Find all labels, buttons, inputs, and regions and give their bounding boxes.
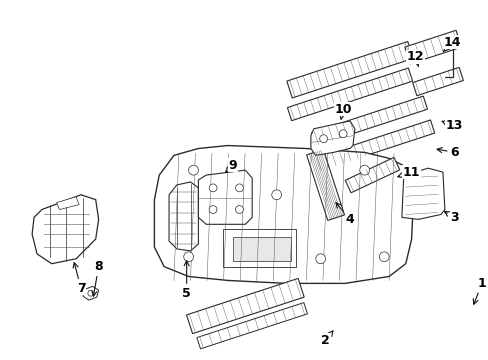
Circle shape [209, 184, 217, 192]
Text: 14: 14 [443, 36, 461, 51]
Text: 6: 6 [436, 146, 458, 159]
Circle shape [88, 290, 94, 296]
Polygon shape [186, 278, 304, 334]
Polygon shape [287, 68, 412, 121]
Text: 3: 3 [444, 211, 458, 224]
Polygon shape [314, 120, 434, 171]
Circle shape [235, 206, 243, 213]
Polygon shape [404, 30, 461, 64]
Polygon shape [198, 170, 252, 224]
Text: 5: 5 [182, 261, 191, 300]
Text: 7: 7 [73, 263, 85, 295]
Polygon shape [306, 149, 344, 220]
Polygon shape [83, 286, 99, 300]
Circle shape [379, 252, 388, 262]
Circle shape [209, 206, 217, 213]
Circle shape [271, 190, 281, 200]
Polygon shape [310, 121, 354, 156]
Text: 8: 8 [92, 260, 103, 296]
Text: 2: 2 [321, 331, 332, 347]
Circle shape [188, 165, 198, 175]
Polygon shape [197, 303, 307, 349]
Text: 10: 10 [334, 103, 351, 119]
Polygon shape [57, 197, 79, 210]
Polygon shape [154, 145, 413, 283]
Text: 1: 1 [472, 277, 486, 304]
Circle shape [235, 184, 243, 192]
Polygon shape [169, 182, 198, 251]
Circle shape [315, 254, 325, 264]
Polygon shape [401, 168, 444, 219]
Polygon shape [311, 96, 427, 146]
Text: 9: 9 [225, 159, 237, 172]
Polygon shape [223, 229, 296, 267]
Circle shape [339, 130, 346, 138]
Polygon shape [232, 237, 291, 261]
Polygon shape [286, 41, 412, 98]
Circle shape [183, 252, 193, 262]
Text: 11: 11 [397, 166, 420, 179]
Polygon shape [412, 67, 463, 96]
Polygon shape [345, 157, 399, 193]
Polygon shape [32, 195, 99, 264]
Text: 4: 4 [335, 203, 354, 226]
Circle shape [359, 165, 369, 175]
Text: 13: 13 [441, 120, 463, 132]
Circle shape [319, 135, 327, 143]
Text: 12: 12 [406, 50, 424, 67]
